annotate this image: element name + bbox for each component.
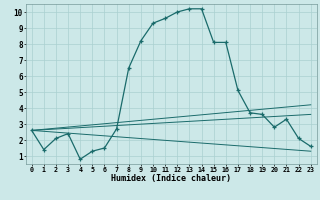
X-axis label: Humidex (Indice chaleur): Humidex (Indice chaleur) (111, 174, 231, 183)
